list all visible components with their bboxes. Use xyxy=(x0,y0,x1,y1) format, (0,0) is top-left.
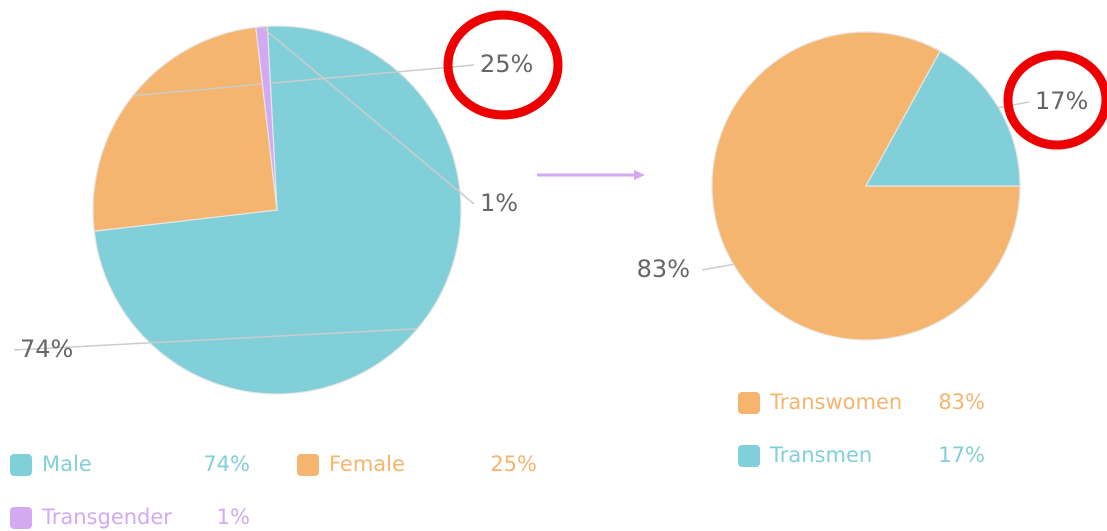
pie-slice xyxy=(864,50,1021,187)
legend-swatch xyxy=(738,445,760,467)
legend-label: Transwomen xyxy=(769,390,902,414)
legend-label: Transmen xyxy=(769,443,872,467)
legend-swatch xyxy=(10,454,32,476)
legend-value: 83% xyxy=(938,390,985,414)
charts: 74% Male 74% 25% Female 25% 1% Transgender 1% 83%… xyxy=(10,25,1088,529)
legend-value: 74% xyxy=(203,452,250,476)
highlight-circle xyxy=(443,10,563,120)
legend-label: Female xyxy=(329,452,405,476)
data-label: 17% xyxy=(1035,87,1088,115)
data-label: 25% xyxy=(480,50,533,78)
arrow-head xyxy=(634,170,645,180)
legend-label: Transgender xyxy=(41,505,172,529)
legend-swatch xyxy=(297,454,319,476)
leader-line xyxy=(13,328,418,351)
legend-value: 17% xyxy=(938,443,985,467)
leader-line xyxy=(701,263,734,271)
pie-slice xyxy=(92,26,278,232)
legend-value: 25% xyxy=(490,452,537,476)
data-label: 83% xyxy=(637,255,690,283)
data-label: 1% xyxy=(480,189,518,217)
leader-line xyxy=(132,64,475,97)
legend-value: 1% xyxy=(217,505,250,529)
highlight-circle xyxy=(1003,50,1107,150)
legend-swatch xyxy=(10,507,32,529)
leader-line xyxy=(998,101,1030,109)
data-label: 74% xyxy=(20,335,73,363)
leader-line xyxy=(261,26,475,205)
legend-swatch xyxy=(738,392,760,414)
legend-label: Male xyxy=(42,452,92,476)
